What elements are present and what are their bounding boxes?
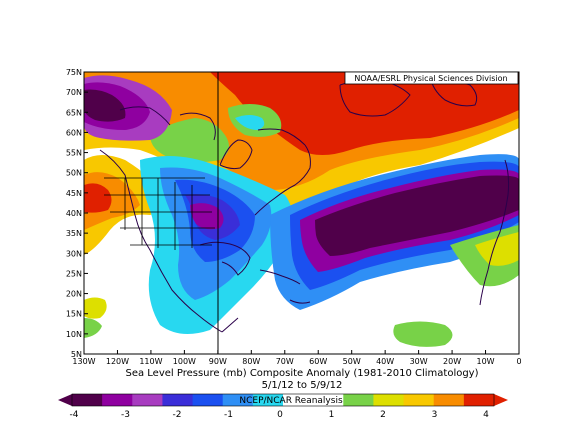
lon-label: 60W — [309, 357, 327, 366]
colorbar-tick-label: -3 — [121, 410, 130, 420]
lat-label: 5N — [71, 350, 82, 359]
lon-label: 120W — [106, 357, 129, 366]
lat-label: 75N — [66, 68, 82, 77]
colorbar-tick-label: 3 — [432, 410, 438, 420]
colorbar-swatch — [313, 394, 344, 406]
colorbar-tick-label: 4 — [483, 410, 489, 420]
lon-label: 40W — [376, 357, 394, 366]
anomaly-field — [84, 72, 519, 354]
longitude-labels: 130W 120W 110W 100W 90W 80W 70W 60W 50W 40W 30W 20W… — [72, 350, 522, 366]
lat-label: 15N — [66, 310, 82, 319]
lat-label: 40N — [66, 209, 82, 218]
lat-label: 45N — [66, 189, 82, 198]
colorbar-swatch — [433, 394, 465, 406]
colorbar-swatch — [252, 394, 284, 406]
lon-label: 10W — [476, 357, 494, 366]
colorbar-swatch — [192, 394, 224, 406]
state-boundaries — [104, 177, 215, 250]
colorbar-left-arrow — [58, 394, 72, 406]
lat-label: 55N — [66, 149, 82, 158]
colorbar-tick-label: 2 — [380, 410, 386, 420]
colorbar-swatch — [283, 394, 314, 406]
lon-label: 50W — [343, 357, 361, 366]
figure-title: Sea Level Pressure (mb) Composite Anomal… — [125, 368, 478, 391]
lat-label: 30N — [66, 249, 82, 258]
lat-label: 65N — [66, 108, 82, 117]
lat-label: 35N — [66, 229, 82, 238]
lon-label: 110W — [139, 357, 162, 366]
title-line-1: Sea Level Pressure (mb) Composite Anomal… — [125, 368, 478, 379]
lon-label: 30W — [410, 357, 428, 366]
lon-label: 90W — [209, 357, 227, 366]
lat-label: 20N — [66, 290, 82, 299]
colorbar-swatch — [222, 394, 254, 406]
lat-label: 70N — [66, 88, 82, 97]
lon-label: 100W — [173, 357, 196, 366]
colorbar-credit: NCEP/NCAR Reanalysis — [239, 396, 343, 406]
title-line-2: 5/1/12 to 5/9/12 — [262, 380, 343, 391]
credit-text: NOAA/ESRL Physical Sciences Division — [354, 74, 507, 83]
colorbar-swatch — [403, 394, 435, 406]
map-panel: NOAA/ESRL Physical Sciences Division 75N… — [66, 68, 522, 366]
lat-label: 25N — [66, 269, 82, 278]
lat-label: 60N — [66, 128, 82, 137]
colorbar-swatch — [373, 394, 405, 406]
lat-label: 50N — [66, 169, 82, 178]
latitude-labels: 75N 70N 65N 60N 55N 50N 45N 40N 35N 30N 25N 20N 15N 1… — [66, 68, 88, 359]
colorbar-swatch — [162, 394, 194, 406]
lon-label: 70W — [276, 357, 294, 366]
lat-label: 10N — [66, 330, 82, 339]
colorbar-tick-label: -2 — [173, 410, 182, 420]
colorbar-right-arrow — [494, 394, 508, 406]
colorbar-tick-labels: -4 -3 -2 -1 0 1 2 3 4 — [70, 410, 490, 420]
lon-label: 130W — [72, 357, 95, 366]
colorbar-tick-label: -1 — [224, 410, 233, 420]
colorbar-tick-label: -4 — [70, 410, 79, 420]
colorbar: NCEP/NCAR Reanalysis -4 -3 -2 -1 0 1 2 3 4 — [58, 393, 508, 420]
colorbar-swatch — [102, 394, 133, 406]
lon-label: 0 — [516, 357, 521, 366]
colorbar-swatch — [463, 394, 495, 406]
colorbar-swatch — [72, 394, 103, 406]
credit-box: NOAA/ESRL Physical Sciences Division — [344, 71, 519, 85]
colorbar-swatch — [132, 394, 163, 406]
lon-label: 20W — [443, 357, 461, 366]
colorbar-tick-label: 0 — [277, 410, 283, 420]
lon-label: 80W — [242, 357, 260, 366]
colorbar-swatch — [343, 394, 374, 406]
colorbar-tick-label: 1 — [329, 410, 335, 420]
